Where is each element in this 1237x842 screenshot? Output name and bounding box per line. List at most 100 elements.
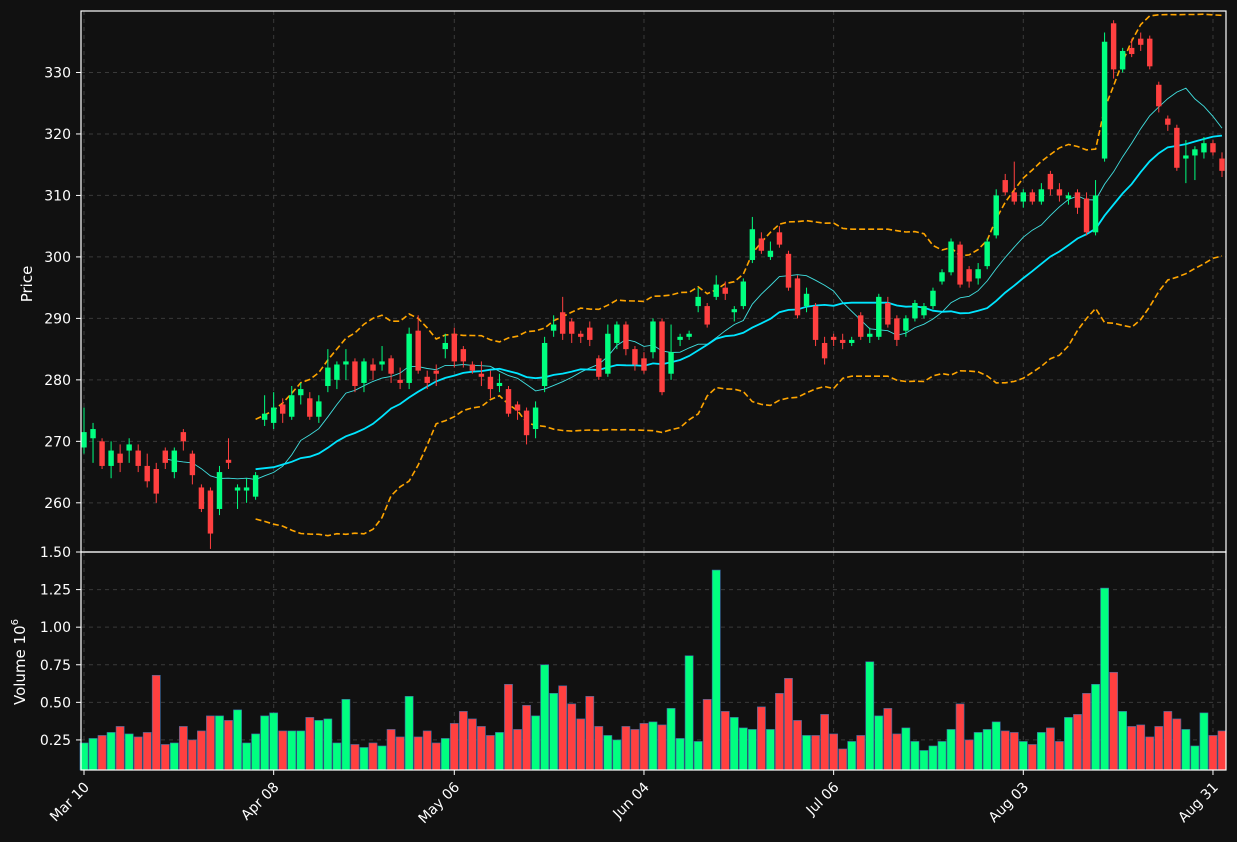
candle-body bbox=[1119, 50, 1126, 70]
price-tick-label: 300 bbox=[44, 250, 71, 266]
volume-bar bbox=[368, 742, 378, 771]
candle-body bbox=[541, 342, 548, 387]
candle-body bbox=[1219, 158, 1225, 171]
volume-axis-exponent-base: 10 bbox=[11, 625, 29, 644]
candle-body bbox=[1011, 192, 1017, 202]
volume-bar bbox=[431, 742, 441, 771]
volume-bar bbox=[793, 720, 802, 771]
volume-bar bbox=[937, 741, 947, 771]
price-tick-label: 310 bbox=[44, 188, 71, 204]
candle-body bbox=[325, 367, 331, 387]
price-tick-label: 280 bbox=[44, 373, 71, 389]
volume-bar bbox=[775, 693, 784, 771]
volume-bar bbox=[197, 730, 206, 771]
price-axis-ticks: 260 270 280 290 300 310 320 330 bbox=[44, 65, 81, 512]
candle-body bbox=[650, 321, 656, 353]
candle-body bbox=[496, 382, 503, 387]
candle-body bbox=[460, 349, 467, 362]
volume-bar bbox=[1127, 726, 1137, 771]
candle-body bbox=[1165, 118, 1171, 125]
candle-body bbox=[1074, 192, 1081, 208]
candle-body bbox=[370, 364, 376, 371]
candle-body bbox=[352, 361, 358, 387]
volume-bar bbox=[142, 732, 152, 771]
volume-bar bbox=[549, 693, 559, 771]
candle-body bbox=[505, 389, 512, 414]
volume-bar bbox=[1217, 730, 1227, 771]
volume-bar bbox=[892, 733, 902, 771]
volume-bar bbox=[531, 715, 540, 771]
volume-bar bbox=[729, 717, 739, 771]
price-tick-label: 270 bbox=[44, 434, 71, 450]
candle-body bbox=[243, 487, 250, 491]
candle-body bbox=[785, 253, 792, 288]
volume-bar bbox=[106, 732, 116, 771]
volume-bar bbox=[377, 745, 387, 771]
sma-fast-line bbox=[165, 87, 1223, 480]
candle-body bbox=[1174, 127, 1180, 168]
candle-body bbox=[912, 303, 918, 319]
price-tick-label: 260 bbox=[44, 496, 71, 512]
candle-body bbox=[596, 358, 602, 377]
candle-body bbox=[487, 376, 494, 390]
candle-body bbox=[1128, 47, 1135, 55]
sma-slow-line bbox=[255, 134, 1223, 471]
candle-body bbox=[1147, 38, 1153, 67]
volume-bar bbox=[973, 732, 983, 771]
volume-bar bbox=[1082, 693, 1091, 771]
volume-bar bbox=[811, 735, 820, 771]
candle-body bbox=[135, 450, 141, 466]
candle-body bbox=[424, 376, 430, 383]
candle-body bbox=[704, 306, 710, 325]
candle-body bbox=[668, 352, 674, 374]
candle-body bbox=[1183, 155, 1189, 159]
candle-body bbox=[975, 269, 981, 279]
candle-body bbox=[225, 459, 232, 463]
candle-body bbox=[885, 303, 891, 325]
volume-bar bbox=[88, 738, 98, 771]
candle-body bbox=[903, 318, 909, 331]
volume-bar bbox=[440, 738, 450, 771]
volume-tick-label: 0.50 bbox=[40, 695, 71, 711]
candle-body bbox=[776, 232, 783, 245]
volume-bar bbox=[233, 709, 242, 771]
volume-bar bbox=[639, 723, 649, 771]
candle-body bbox=[1029, 192, 1036, 202]
volume-bar bbox=[269, 712, 279, 771]
volume-bar bbox=[964, 739, 974, 771]
volume-bar bbox=[648, 721, 658, 771]
candle-body bbox=[270, 407, 277, 423]
volume-bar bbox=[612, 739, 622, 771]
volume-bar bbox=[847, 741, 857, 771]
volume-bar bbox=[946, 729, 956, 771]
candle-body bbox=[1056, 189, 1063, 196]
candle-body bbox=[1002, 180, 1008, 193]
volume-axis-ticks: 0.25 0.50 0.75 1.00 1.25 1.50 bbox=[40, 545, 81, 749]
volume-bar bbox=[314, 720, 324, 771]
candle-body bbox=[289, 395, 295, 417]
candle-body bbox=[252, 475, 259, 497]
volume-bar bbox=[305, 717, 315, 771]
volume-bar bbox=[585, 696, 595, 771]
candle-body bbox=[641, 358, 647, 371]
candle-body bbox=[1065, 195, 1072, 199]
candle-body bbox=[451, 333, 458, 362]
volume-bars bbox=[79, 569, 1227, 771]
volume-bar bbox=[133, 736, 143, 771]
volume-bar bbox=[982, 729, 992, 771]
volume-bar bbox=[919, 750, 929, 771]
price-axis-title: Price bbox=[18, 266, 36, 303]
volume-bar bbox=[558, 685, 568, 771]
candle-body bbox=[171, 450, 178, 473]
candle-body bbox=[1210, 143, 1216, 153]
candle-body bbox=[379, 361, 385, 365]
candle-body bbox=[948, 241, 954, 273]
candle-body bbox=[993, 195, 999, 236]
volume-bar bbox=[1046, 727, 1055, 771]
volume-bar bbox=[178, 726, 188, 771]
candle-body bbox=[758, 238, 765, 251]
price-grid bbox=[81, 11, 1226, 552]
volume-bar bbox=[603, 735, 613, 771]
candle-body bbox=[198, 487, 205, 509]
